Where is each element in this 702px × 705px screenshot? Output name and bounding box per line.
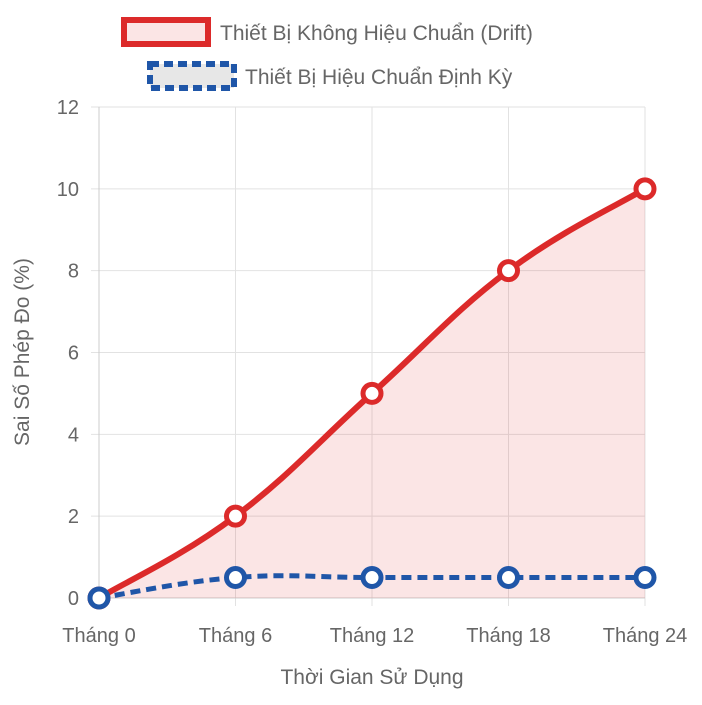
y-tick-label: 2 (68, 506, 79, 528)
x-tick-label: Tháng 18 (466, 625, 551, 647)
y-tick-label: 10 (57, 179, 79, 201)
y-tick-label: 0 (68, 588, 79, 610)
data-point-uncalibrated (633, 177, 657, 201)
data-point-calibrated (224, 566, 247, 590)
tick-labels: 0 2 4 6 8 10 12 Tháng 0 Tháng 6 Tháng 12 Tháng 18 T… (57, 97, 688, 647)
legend-label-calibrated: Thiết Bị Hiệu Chuẩn Định Kỳ (245, 66, 513, 89)
x-tick-label: Tháng 6 (199, 625, 272, 647)
x-tick-label: Tháng 12 (330, 625, 415, 647)
x-axis-title: Thời Gian Sử Dụng (280, 666, 463, 689)
y-tick-label: 4 (68, 424, 79, 446)
data-point-calibrated (633, 566, 657, 590)
legend: Thiết Bị Không Hiệu Chuẩn (Drift) Thiết B… (121, 17, 533, 91)
legend-swatch-uncalibrated (121, 17, 211, 47)
y-tick-label: 6 (68, 343, 79, 365)
legend-label-uncalibrated: Thiết Bị Không Hiệu Chuẩn (Drift) (220, 22, 533, 45)
data-point-uncalibrated (497, 259, 520, 283)
data-point-calibrated (87, 586, 111, 610)
y-axis-title: Sai Số Phép Đo (%) (11, 258, 34, 446)
data-point-uncalibrated (224, 504, 247, 528)
legend-swatch-calibrated (147, 61, 237, 91)
x-tick-label: Tháng 24 (603, 625, 688, 647)
y-tick-label: 12 (57, 97, 79, 119)
series-points (87, 177, 657, 610)
data-point-uncalibrated (360, 381, 384, 405)
x-tick-label: Tháng 0 (62, 625, 135, 647)
y-tick-label: 8 (68, 261, 79, 283)
data-point-calibrated (360, 566, 384, 590)
data-point-calibrated (497, 566, 520, 590)
